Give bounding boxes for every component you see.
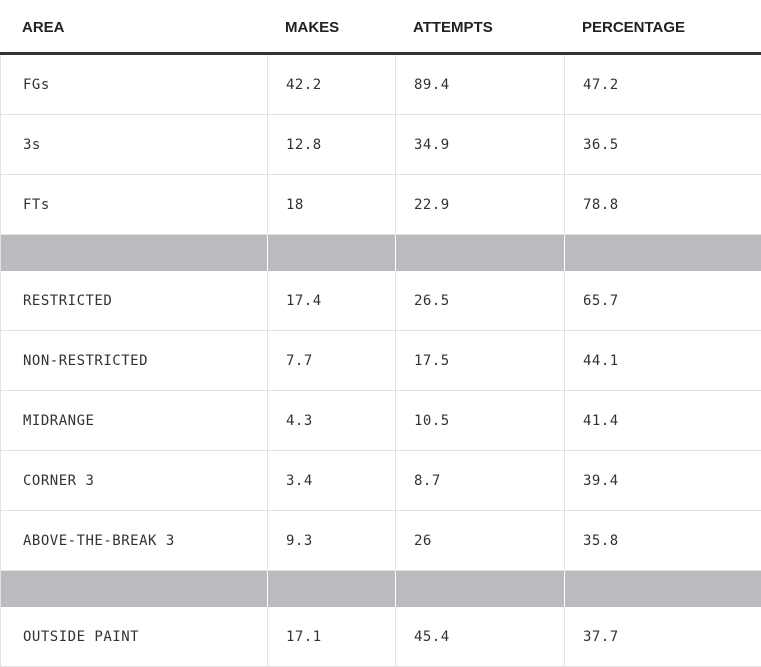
divider-cell — [564, 235, 761, 271]
table-row: RESTRICTED 17.4 26.5 65.7 — [0, 271, 761, 331]
column-header: MAKES — [285, 19, 340, 36]
value-cell: 17.5 — [395, 331, 564, 390]
header-row: AREA MAKES ATTEMPTS PERCENTAGE — [0, 0, 761, 55]
value-cell: 35.8 — [564, 511, 761, 570]
column-header: PERCENTAGE — [582, 19, 686, 36]
divider-cell — [395, 235, 564, 271]
value-cell: 47.2 — [564, 55, 761, 114]
value-cell: 26 — [395, 511, 564, 570]
divider-cell — [0, 571, 267, 607]
value-cell: 45.4 — [395, 607, 564, 666]
table-row: FTs 18 22.9 78.8 — [0, 175, 761, 235]
value-cell: 42.2 — [267, 55, 395, 114]
table-row: ABOVE-THE-BREAK 3 9.3 26 35.8 — [0, 511, 761, 571]
value-cell: 4.3 — [267, 391, 395, 450]
value-cell: 9.3 — [267, 511, 395, 570]
value-cell: 36.5 — [564, 115, 761, 174]
column-header: ATTEMPTS — [413, 19, 493, 36]
value-cell: 39.4 — [564, 451, 761, 510]
section-divider — [0, 235, 761, 271]
value-cell: 89.4 — [395, 55, 564, 114]
divider-cell — [267, 235, 395, 271]
table-body: FGs 42.2 89.4 47.2 3s 12.8 34.9 36.5 FTs 18 22.9 78… — [0, 55, 761, 667]
value-cell: 37.7 — [564, 607, 761, 666]
value-cell: 26.5 — [395, 271, 564, 330]
value-cell: 22.9 — [395, 175, 564, 234]
value-cell: 7.7 — [267, 331, 395, 390]
value-cell: 78.8 — [564, 175, 761, 234]
table-row: 3s 12.8 34.9 36.5 — [0, 115, 761, 175]
value-cell: 17.1 — [267, 607, 395, 666]
divider-cell — [267, 571, 395, 607]
value-cell: 10.5 — [395, 391, 564, 450]
table-row: NON-RESTRICTED 7.7 17.5 44.1 — [0, 331, 761, 391]
area-cell: 3s — [0, 115, 267, 174]
area-cell: FGs — [0, 55, 267, 114]
column-header: AREA — [22, 19, 65, 36]
table-row: CORNER 3 3.4 8.7 39.4 — [0, 451, 761, 511]
value-cell: 65.7 — [564, 271, 761, 330]
table-row: FGs 42.2 89.4 47.2 — [0, 55, 761, 115]
value-cell: 17.4 — [267, 271, 395, 330]
divider-cell — [564, 571, 761, 607]
value-cell: 3.4 — [267, 451, 395, 510]
area-cell: NON-RESTRICTED — [0, 331, 267, 390]
divider-cell — [0, 235, 267, 271]
value-cell: 44.1 — [564, 331, 761, 390]
section-divider — [0, 571, 761, 607]
value-cell: 12.8 — [267, 115, 395, 174]
area-cell: RESTRICTED — [0, 271, 267, 330]
value-cell: 8.7 — [395, 451, 564, 510]
area-cell: FTs — [0, 175, 267, 234]
table-row: OUTSIDE PAINT 17.1 45.4 37.7 — [0, 607, 761, 667]
value-cell: 41.4 — [564, 391, 761, 450]
table-row: MIDRANGE 4.3 10.5 41.4 — [0, 391, 761, 451]
divider-cell — [395, 571, 564, 607]
area-cell: CORNER 3 — [0, 451, 267, 510]
value-cell: 18 — [267, 175, 395, 234]
area-cell: ABOVE-THE-BREAK 3 — [0, 511, 267, 570]
area-cell: MIDRANGE — [0, 391, 267, 450]
value-cell: 34.9 — [395, 115, 564, 174]
area-cell: OUTSIDE PAINT — [0, 607, 267, 666]
